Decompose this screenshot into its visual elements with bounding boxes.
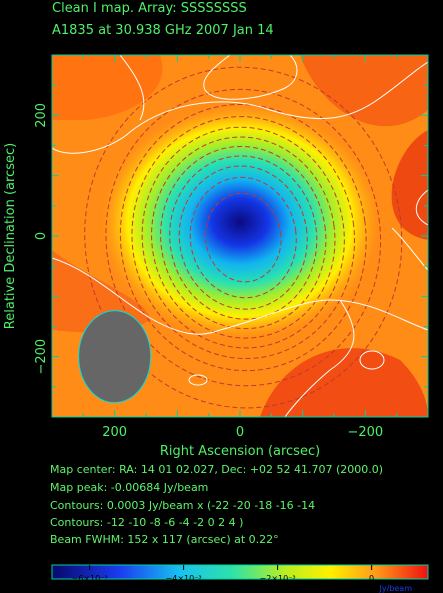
colorbar-tick-label: −4×10⁻³ bbox=[166, 574, 202, 583]
positive-contour bbox=[415, 189, 428, 226]
red-region bbox=[260, 348, 428, 417]
positive-contour bbox=[391, 227, 428, 271]
orange-region bbox=[52, 250, 150, 333]
colorbar-tick-label: −6×10⁻³ bbox=[72, 574, 108, 583]
positive-contour bbox=[119, 55, 145, 121]
negative-contour bbox=[151, 136, 336, 339]
colorbar bbox=[51, 564, 429, 580]
negative-contour bbox=[131, 116, 356, 360]
negative-contour bbox=[178, 165, 308, 310]
red-region bbox=[391, 130, 428, 240]
negative-contour bbox=[105, 88, 382, 387]
info-contours-2: Contours: -12 -10 -8 -6 -4 -2 0 2 4 ) bbox=[50, 516, 244, 529]
map-title: Clean I map. Array: SSSSSSSS bbox=[52, 1, 247, 16]
y-tick-label: −200 bbox=[34, 339, 49, 375]
orange-region bbox=[52, 55, 163, 120]
decrement-gradient bbox=[100, 104, 380, 340]
negative-contour bbox=[160, 145, 327, 330]
negative-contour bbox=[189, 176, 297, 299]
colorbar-tick-label: 0 bbox=[369, 574, 374, 583]
positive-contour bbox=[52, 61, 428, 154]
x-tick-label: −200 bbox=[347, 425, 383, 440]
positive-contour bbox=[284, 299, 355, 417]
info-map-peak: Map peak: -0.00684 Jy/beam bbox=[50, 481, 209, 494]
info-beam-fwhm: Beam FWHM: 152 x 117 (arcsec) at 0.22° bbox=[50, 533, 279, 546]
info-contours-1: Contours: 0.0003 Jy/beam x (-22 -20 -18 … bbox=[50, 499, 316, 512]
x-tick-label: 0 bbox=[236, 425, 244, 440]
colorbar-unit-label: Jy/beam bbox=[379, 584, 413, 593]
y-tick-label: 200 bbox=[34, 103, 49, 128]
image-map bbox=[52, 55, 428, 417]
orange-region bbox=[300, 55, 428, 127]
negative-contour bbox=[119, 103, 367, 372]
map-subtitle: A1835 at 30.938 GHz 2007 Jan 14 bbox=[52, 23, 274, 38]
negative-contour bbox=[169, 155, 318, 320]
positive-contour bbox=[52, 257, 428, 335]
info-map-center: Map center: RA: 14 01 02.027, Dec: +02 5… bbox=[50, 463, 384, 476]
beam-ellipse bbox=[78, 310, 152, 404]
y-tick-label: 0 bbox=[34, 232, 49, 240]
positive-contour bbox=[188, 374, 208, 386]
x-axis-label: Right Ascension (arcsec) bbox=[160, 444, 320, 459]
y-axis-label: Relative Declination (arcsec) bbox=[3, 143, 18, 329]
negative-contour bbox=[141, 126, 345, 349]
x-tick-label: 200 bbox=[102, 425, 127, 440]
positive-contour bbox=[203, 55, 298, 100]
colorbar-tick-label: −2×10⁻³ bbox=[260, 574, 296, 583]
negative-contour bbox=[84, 66, 403, 409]
negative-contour bbox=[204, 192, 282, 283]
positive-contour bbox=[359, 350, 385, 370]
